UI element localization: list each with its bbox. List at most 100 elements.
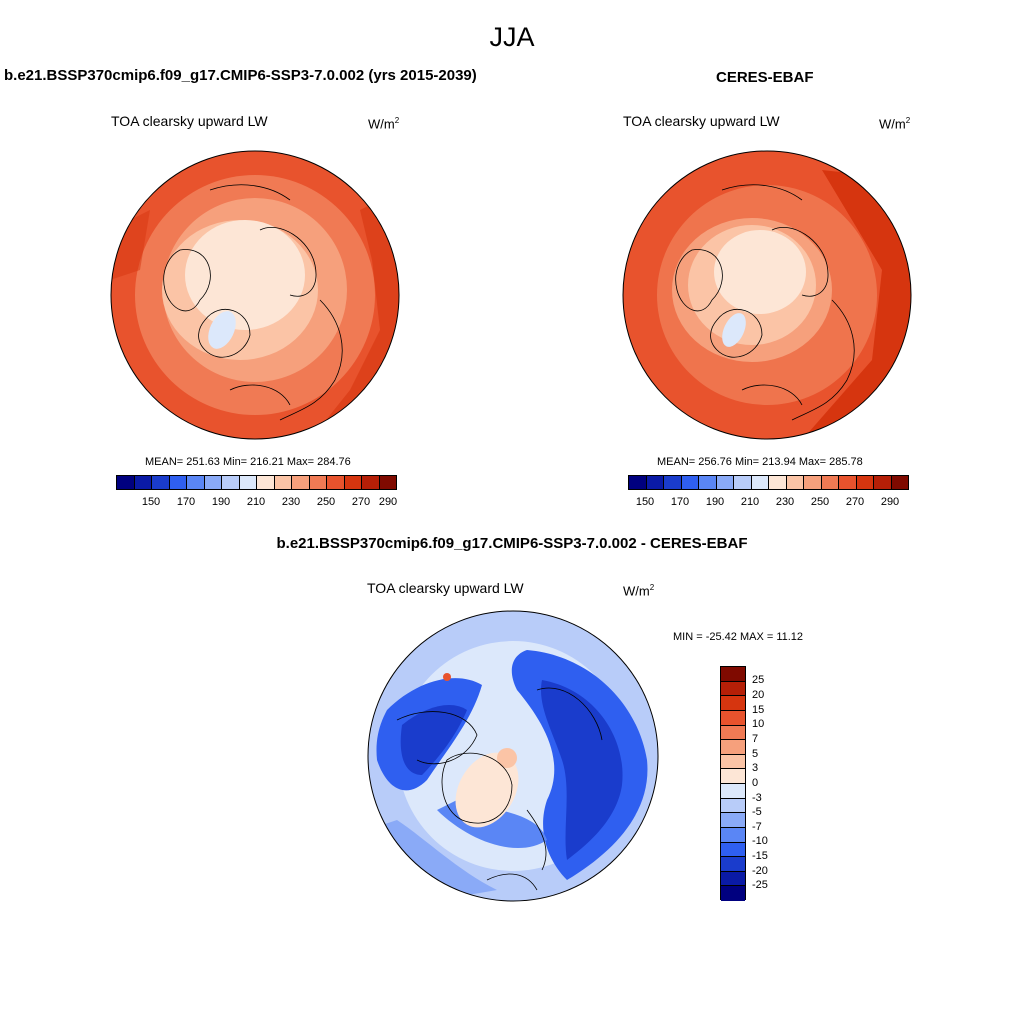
- colorbar-swatch: [856, 476, 874, 489]
- model-stats: MEAN= 251.63 Min= 216.21 Max= 284.76: [145, 456, 351, 468]
- colorbar-tick-label: 290: [880, 496, 900, 508]
- colorbar-tick-label: -25: [752, 879, 768, 891]
- colorbar-swatch: [839, 476, 857, 489]
- colorbar-swatch: [786, 476, 804, 489]
- colorbar-swatch: [769, 476, 787, 489]
- colorbar-swatch: [379, 476, 396, 489]
- season-title: JJA: [489, 22, 535, 52]
- obs-panel-title: CERES-EBAF: [716, 69, 814, 86]
- obs-colorbar: [628, 475, 909, 490]
- colorbar-swatch: [204, 476, 222, 489]
- colorbar-tick-label: 290: [378, 496, 398, 508]
- colorbar-swatch: [664, 476, 682, 489]
- colorbar-swatch: [327, 476, 345, 489]
- colorbar-tick-label: 5: [752, 748, 759, 760]
- colorbar-swatch: [891, 476, 908, 489]
- model-panel-title: b.e21.BSSP370cmip6.f09_g17.CMIP6-SSP3-7.…: [4, 67, 477, 84]
- colorbar-swatch: [721, 710, 745, 726]
- colorbar-swatch: [721, 769, 745, 784]
- diff-panel-title: b.e21.BSSP370cmip6.f09_g17.CMIP6-SSP3-7.…: [276, 535, 748, 552]
- colorbar-swatch: [721, 696, 745, 711]
- colorbar-swatch: [721, 798, 745, 814]
- colorbar-tick-label: 170: [670, 496, 690, 508]
- colorbar-swatch: [734, 476, 752, 489]
- colorbar-tick-label: 210: [246, 496, 266, 508]
- colorbar-swatch: [362, 476, 380, 489]
- obs-polar-map: [622, 150, 912, 440]
- model-polar-map: [110, 150, 400, 440]
- colorbar-swatch: [117, 476, 135, 489]
- colorbar-swatch: [646, 476, 664, 489]
- colorbar-swatch: [169, 476, 187, 489]
- model-variable-label: TOA clearsky upward LW: [111, 113, 268, 129]
- colorbar-swatch: [721, 725, 745, 741]
- colorbar-swatch: [721, 754, 745, 770]
- colorbar-swatch: [257, 476, 275, 489]
- obs-colorbar-labels: 150 170 190 210 230 250 270 290: [628, 496, 909, 510]
- colorbar-tick-label: 7: [752, 733, 759, 745]
- colorbar-swatch: [721, 681, 745, 697]
- colorbar-swatch: [721, 886, 745, 901]
- colorbar-swatch: [309, 476, 327, 489]
- colorbar-tick-label: 10: [752, 718, 765, 730]
- colorbar-tick-label: 0: [752, 777, 759, 789]
- colorbar-swatch: [699, 476, 717, 489]
- colorbar-tick-label: 150: [141, 496, 161, 508]
- colorbar-swatch: [721, 842, 745, 858]
- colorbar-swatch: [721, 871, 745, 887]
- colorbar-swatch: [721, 827, 745, 843]
- diff-colorbar: [720, 666, 746, 901]
- colorbar-swatch: [874, 476, 892, 489]
- colorbar-tick-label: 230: [281, 496, 301, 508]
- colorbar-tick-label: -10: [752, 835, 768, 847]
- colorbar-swatch: [716, 476, 734, 489]
- colorbar-swatch: [187, 476, 205, 489]
- colorbar-tick-label: 20: [752, 689, 765, 701]
- colorbar-tick-label: 150: [635, 496, 655, 508]
- diff-variable-label: TOA clearsky upward LW: [367, 580, 524, 596]
- colorbar-tick-label: 270: [351, 496, 371, 508]
- colorbar-swatch: [721, 857, 745, 872]
- colorbar-swatch: [821, 476, 839, 489]
- colorbar-tick-label: 210: [740, 496, 760, 508]
- colorbar-swatch: [721, 667, 745, 682]
- colorbar-swatch: [751, 476, 769, 489]
- colorbar-tick-label: 250: [316, 496, 336, 508]
- model-colorbar-labels: 150 170 190 210 230 250 270 290: [116, 496, 397, 510]
- colorbar-tick-label: 3: [752, 762, 759, 774]
- colorbar-tick-label: 230: [775, 496, 795, 508]
- obs-variable-label: TOA clearsky upward LW: [623, 113, 780, 129]
- colorbar-swatch: [804, 476, 822, 489]
- colorbar-swatch: [274, 476, 292, 489]
- colorbar-tick-label: -15: [752, 850, 768, 862]
- colorbar-swatch: [721, 784, 745, 799]
- colorbar-tick-label: 25: [752, 674, 765, 686]
- colorbar-swatch: [681, 476, 699, 489]
- diff-colorbar-labels: 25 20 15 10 7 5 3 0 -3 -5 -7 -10 -15 -20…: [752, 666, 782, 900]
- diff-units-label: W/m2: [623, 583, 655, 599]
- colorbar-tick-label: 170: [176, 496, 196, 508]
- obs-stats: MEAN= 256.76 Min= 213.94 Max= 285.78: [657, 456, 863, 468]
- colorbar-tick-label: -7: [752, 821, 762, 833]
- colorbar-swatch: [134, 476, 152, 489]
- colorbar-tick-label: 15: [752, 704, 765, 716]
- colorbar-swatch: [152, 476, 170, 489]
- colorbar-swatch: [222, 476, 240, 489]
- colorbar-tick-label: 190: [705, 496, 725, 508]
- model-colorbar: [116, 475, 397, 490]
- colorbar-tick-label: -3: [752, 792, 762, 804]
- diff-minmax: MIN = -25.42 MAX = 11.12: [673, 631, 804, 643]
- obs-units-label: W/m2: [879, 116, 911, 132]
- colorbar-tick-label: -5: [752, 806, 762, 818]
- colorbar-swatch: [721, 813, 745, 828]
- model-units-label: W/m2: [368, 116, 400, 132]
- colorbar-swatch: [292, 476, 310, 489]
- colorbar-tick-label: -20: [752, 865, 768, 877]
- colorbar-tick-label: 250: [810, 496, 830, 508]
- colorbar-swatch: [721, 740, 745, 755]
- colorbar-tick-label: 270: [845, 496, 865, 508]
- diff-polar-map: [367, 610, 659, 902]
- colorbar-tick-label: 190: [211, 496, 231, 508]
- colorbar-swatch: [629, 476, 647, 489]
- colorbar-swatch: [344, 476, 362, 489]
